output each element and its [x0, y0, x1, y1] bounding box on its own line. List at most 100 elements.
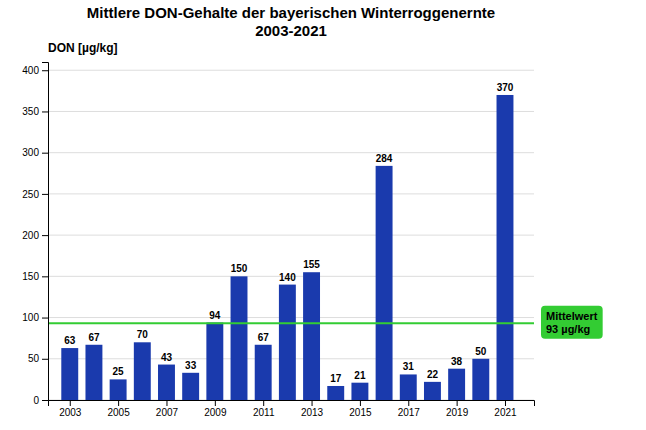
- title: Mittlere DON-Gehalte der bayerischen Win…: [87, 4, 495, 21]
- data-label: 22: [427, 369, 439, 380]
- y-tick-label: 150: [22, 271, 39, 282]
- mean-line: [48, 322, 534, 324]
- x-tick-mark: [505, 400, 506, 406]
- bar: [376, 166, 393, 400]
- y-tick-mark: [42, 400, 48, 401]
- y-tick-label: 100: [22, 312, 39, 323]
- grid-line: [48, 235, 534, 236]
- x-tick-label: 2011: [253, 407, 275, 418]
- mean-label-line: 93 µg/kg: [546, 323, 590, 335]
- x-tick: 2015: [349, 400, 372, 418]
- x-tick-label: 2009: [204, 407, 227, 418]
- bar: [497, 95, 514, 400]
- data-label: 150: [231, 263, 248, 274]
- plot-area: [48, 95, 534, 400]
- x-tick-mark: [263, 400, 264, 406]
- bar: [400, 374, 417, 400]
- y-tick-label: 300: [22, 147, 39, 158]
- x-tick-label: 2013: [301, 407, 324, 418]
- data-label: 370: [497, 82, 514, 93]
- data-label: 50: [475, 346, 487, 357]
- x-tick-mark: [408, 400, 409, 406]
- bar: [158, 365, 175, 400]
- y-tick-mark: [42, 318, 48, 319]
- x-tick: 2005: [107, 400, 130, 418]
- x-tick-mark: [70, 400, 71, 406]
- x-tick-label: 2017: [398, 407, 421, 418]
- x-tick-label: 2015: [349, 407, 372, 418]
- data-label: 94: [209, 310, 221, 321]
- x-tick: 2019: [446, 400, 469, 418]
- x-tick-mark: [312, 400, 313, 406]
- x-tick-mark: [215, 400, 216, 406]
- bar: [255, 345, 272, 400]
- y-tick: 0: [33, 395, 48, 406]
- bar: [134, 342, 151, 400]
- bar: [110, 379, 127, 400]
- x-tick: 2013: [301, 400, 324, 418]
- y-tick-mark: [42, 153, 48, 154]
- bar: [351, 383, 368, 400]
- data-label: 17: [330, 373, 342, 384]
- mean-label-text: Mittelwert93 µg/kg: [546, 310, 598, 335]
- grid-line: [48, 70, 534, 71]
- grid-line: [48, 152, 534, 153]
- y-tick-label: 250: [22, 189, 39, 200]
- data-label: 63: [64, 335, 76, 346]
- data-labels: 6367257043339415067140155172128431223850…: [64, 82, 514, 384]
- bar: [472, 359, 489, 400]
- y-tick: 250: [22, 189, 48, 200]
- data-label: 67: [88, 332, 100, 343]
- x-axis: 2003 2005 2007 2009 2011 2013 2015 2017 2019 2021: [49, 400, 535, 418]
- data-label: 140: [279, 272, 296, 283]
- y-axis-title: DON [µg/kg]: [48, 41, 118, 55]
- y-tick-label: 0: [33, 395, 39, 406]
- y-tick: 300: [22, 147, 48, 158]
- x-tick: 2017: [398, 400, 421, 418]
- x-tick-mark: [457, 400, 458, 406]
- data-label: 33: [185, 360, 197, 371]
- y-tick-label: 400: [22, 65, 39, 76]
- x-tick-label: 2019: [446, 407, 469, 418]
- x-tick: 2009: [204, 400, 227, 418]
- grid: [48, 70, 534, 400]
- y-tick-mark: [42, 111, 48, 112]
- data-label: 25: [113, 366, 125, 377]
- bar: [231, 276, 248, 400]
- y-tick: 100: [22, 312, 48, 323]
- x-tick-label: 2003: [59, 407, 82, 418]
- y-tick-mark: [42, 194, 48, 195]
- bar: [327, 386, 344, 400]
- y-tick: 400: [22, 65, 48, 76]
- data-label: 284: [376, 153, 393, 164]
- x-tick: 2011: [253, 400, 275, 418]
- bar: [303, 272, 320, 400]
- x-tick-label: 2007: [156, 407, 179, 418]
- data-label: 31: [403, 361, 415, 372]
- x-tick-label: 2005: [107, 407, 130, 418]
- x-axis-line: [49, 401, 535, 407]
- bar: [448, 369, 465, 400]
- grid-line: [48, 193, 534, 194]
- bar: [182, 373, 199, 400]
- y-tick-mark: [42, 70, 48, 71]
- bar: [206, 323, 223, 400]
- x-tick: 2021: [494, 400, 517, 418]
- bar: [61, 348, 78, 400]
- data-label: 155: [303, 259, 320, 270]
- y-tick: 50: [28, 353, 48, 364]
- y-axis-line: [42, 63, 49, 401]
- y-tick-label: 200: [22, 230, 39, 241]
- y-tick-mark: [42, 359, 48, 360]
- x-tick-mark: [118, 400, 119, 406]
- y-tick-label: 350: [22, 106, 39, 117]
- y-tick-mark: [42, 276, 48, 277]
- bar: [279, 285, 296, 400]
- x-tick-mark: [166, 400, 167, 406]
- y-tick: 150: [22, 271, 48, 282]
- subtitle: 2003-2021: [255, 22, 327, 39]
- x-tick: 2003: [59, 400, 82, 418]
- bar: [424, 382, 441, 400]
- data-label: 38: [451, 356, 463, 367]
- y-tick-mark: [42, 235, 48, 236]
